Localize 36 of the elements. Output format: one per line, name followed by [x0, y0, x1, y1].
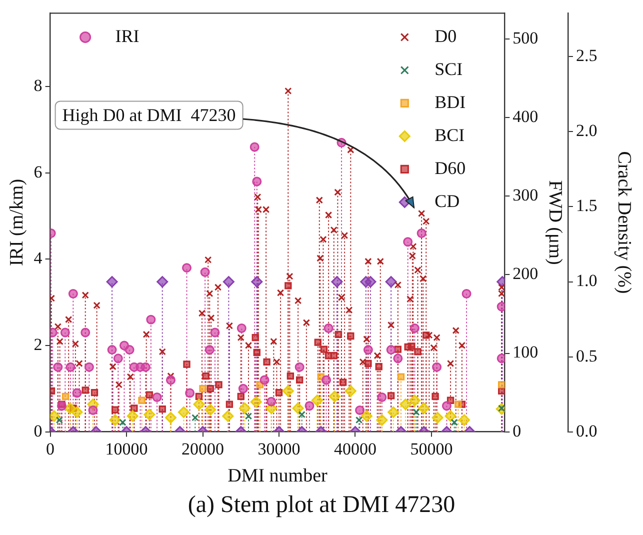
y3-tick-label: 0.0 [576, 421, 598, 440]
y2-axis-title: FWD (μm) [544, 180, 566, 265]
y2-tick-label: 400 [512, 107, 538, 126]
y-tick-label: 8 [34, 76, 42, 96]
x-tick-label: 10000 [105, 439, 148, 458]
x-axis-title: DMI number [228, 466, 328, 487]
y3-tick-label: 1.0 [576, 271, 598, 290]
y2-tick-label: 200 [512, 264, 538, 284]
x-tick-label: 40000 [334, 439, 376, 458]
legend-label: CD [434, 190, 460, 211]
y2-tick-label: 300 [512, 186, 538, 205]
y3-axis-title: Crack Density (%) [614, 151, 635, 294]
legend-label: BCI [434, 124, 465, 145]
y-axis-title: IRI (m/km) [6, 178, 28, 266]
y2-tick-label: 500 [512, 28, 538, 48]
legend-label: D0 [434, 26, 457, 46]
legend-label: SCI [434, 58, 463, 79]
annotation: High D0 at DMI 47230 [62, 104, 236, 125]
y-tick-label: 4 [34, 248, 43, 268]
legend-label: D60 [434, 158, 466, 178]
y2-tick-label: 100 [512, 342, 538, 362]
y3-tick-label: 1.5 [576, 196, 598, 216]
y-tick-label: 2 [34, 334, 42, 354]
y3-tick-label: 2.5 [576, 46, 598, 66]
x-tick-label: 30000 [258, 439, 300, 458]
x-tick-label: 50000 [410, 439, 453, 458]
legend-label: IRI [115, 26, 140, 46]
y3-tick-label: 0.5 [576, 346, 598, 366]
y2-tick-label: 0 [512, 421, 522, 440]
y3-tick-label: 2.0 [576, 121, 598, 140]
y-tick-label: 6 [34, 162, 42, 182]
x-tick-label: 0 [46, 439, 55, 458]
y-tick-label: 0 [34, 421, 42, 440]
legend-label: BDI [434, 92, 466, 112]
text: (a) Stem plot at DMI 47230 [186, 492, 456, 519]
x-tick-label: 20000 [182, 439, 224, 458]
